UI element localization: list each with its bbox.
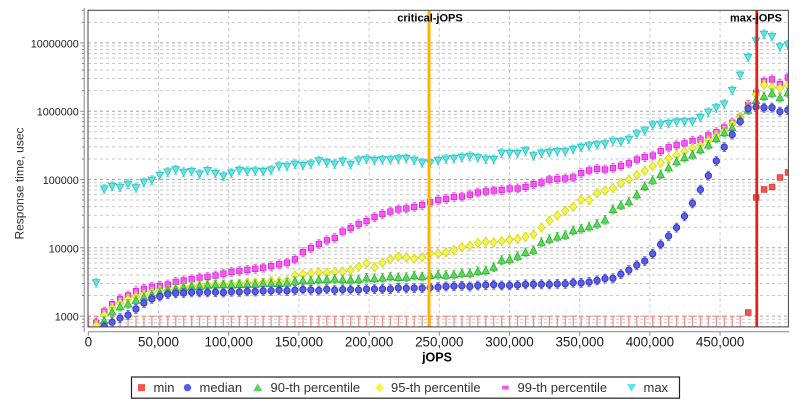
svg-text:1000000: 1000000 <box>37 107 79 119</box>
svg-text:max-jOPS: max-jOPS <box>730 13 782 25</box>
svg-text:250,000: 250,000 <box>415 335 463 350</box>
svg-text:350,000: 350,000 <box>555 335 603 350</box>
svg-text:450,000: 450,000 <box>696 335 744 350</box>
svg-text:min: min <box>154 380 175 395</box>
svg-text:jOPS: jOPS <box>421 351 452 365</box>
svg-text:0: 0 <box>85 335 92 350</box>
svg-text:median: median <box>200 380 243 395</box>
svg-text:50,000: 50,000 <box>138 335 179 350</box>
svg-text:99-th percentile: 99-th percentile <box>518 380 608 395</box>
svg-text:critical-jOPS: critical-jOPS <box>397 13 462 25</box>
svg-text:10000000: 10000000 <box>31 38 79 50</box>
svg-text:200,000: 200,000 <box>345 335 393 350</box>
svg-text:100000: 100000 <box>43 175 79 187</box>
svg-text:300,000: 300,000 <box>485 335 533 350</box>
svg-text:Response time, usec: Response time, usec <box>13 127 27 239</box>
svg-text:90-th percentile: 90-th percentile <box>271 380 361 395</box>
svg-text:100,000: 100,000 <box>204 335 252 350</box>
svg-text:400,000: 400,000 <box>626 335 674 350</box>
svg-text:95-th percentile: 95-th percentile <box>391 380 481 395</box>
svg-text:150,000: 150,000 <box>275 335 323 350</box>
svg-text:1000: 1000 <box>55 312 79 324</box>
svg-text:max: max <box>644 380 669 395</box>
svg-text:10000: 10000 <box>49 243 79 255</box>
